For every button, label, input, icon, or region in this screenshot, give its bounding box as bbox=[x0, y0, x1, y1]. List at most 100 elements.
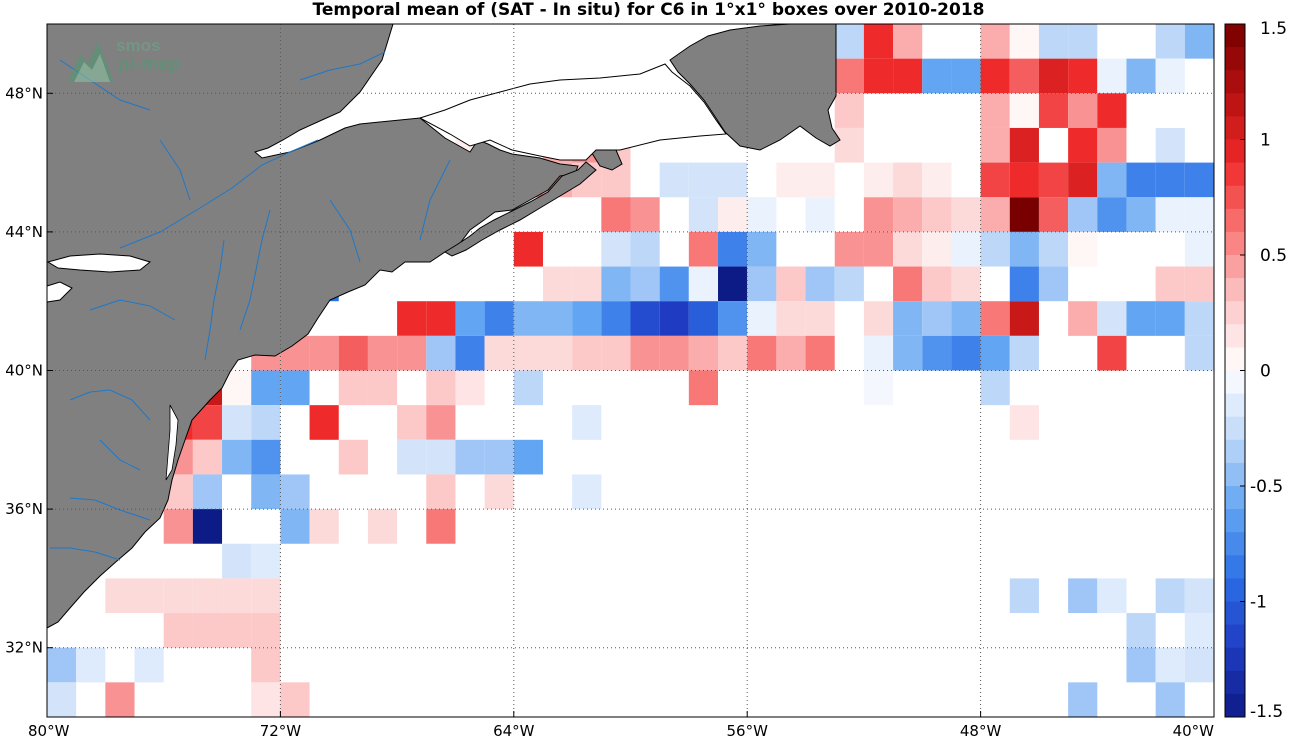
heatmap-cell bbox=[105, 578, 135, 614]
heatmap-cell bbox=[805, 162, 835, 198]
heatmap-cell bbox=[776, 335, 806, 371]
heatmap-cell bbox=[367, 370, 398, 406]
heatmap-cell bbox=[863, 24, 894, 59]
heatmap-cell bbox=[192, 474, 223, 510]
heatmap-cell bbox=[630, 301, 660, 336]
river-k bbox=[99, 439, 141, 471]
land-newfoundland bbox=[669, 23, 841, 151]
colorbar-tick-label: -0.5 bbox=[1250, 477, 1283, 497]
heatmap-cell bbox=[951, 197, 981, 232]
heatmap-cell bbox=[397, 405, 427, 440]
heatmap-cell bbox=[251, 439, 281, 475]
heatmap-cell bbox=[863, 370, 894, 406]
heatmap-cell bbox=[513, 335, 543, 371]
heatmap-cell bbox=[863, 301, 894, 336]
heatmap-cell bbox=[1068, 162, 1098, 198]
heatmap-cell bbox=[659, 335, 689, 371]
heatmap-cell bbox=[338, 370, 368, 406]
river-g bbox=[159, 139, 191, 201]
heatmap-cell bbox=[367, 335, 398, 371]
heatmap-cell bbox=[222, 405, 252, 440]
heatmap-cell bbox=[1126, 301, 1156, 336]
heatmap-cell bbox=[747, 197, 777, 232]
heatmap-cell bbox=[47, 682, 77, 717]
colorbar-segment bbox=[1225, 439, 1245, 464]
heatmap-cell bbox=[922, 335, 952, 371]
heatmap-cell bbox=[863, 231, 894, 267]
land-mainland bbox=[46, 23, 579, 629]
heatmap-cell bbox=[893, 335, 923, 371]
river-h bbox=[89, 299, 176, 321]
heatmap-cell bbox=[280, 370, 310, 406]
heatmap-cell bbox=[863, 197, 894, 232]
heatmap-cell bbox=[1184, 301, 1214, 336]
heatmap-cell bbox=[1097, 301, 1127, 336]
heatmap-cell bbox=[747, 231, 777, 267]
river-a bbox=[239, 209, 271, 331]
colorbar-tick-label: 0.5 bbox=[1260, 246, 1287, 266]
heatmap-cell bbox=[1126, 58, 1156, 94]
heatmap-cell bbox=[1038, 24, 1069, 59]
heatmap-cell bbox=[1155, 162, 1185, 198]
heatmap-cell bbox=[251, 647, 281, 683]
heatmap-cell bbox=[834, 266, 864, 302]
heatmap-cell bbox=[893, 162, 923, 198]
heatmap-cell bbox=[280, 509, 310, 544]
heatmap-cell bbox=[572, 405, 602, 440]
heatmap-cell bbox=[1184, 231, 1214, 267]
heatmap-cell bbox=[572, 301, 602, 336]
heatmap-cell bbox=[542, 301, 573, 336]
heatmap-cell bbox=[747, 301, 777, 336]
heatmap-cell bbox=[1038, 231, 1069, 267]
y-tick-label: 40°N bbox=[5, 362, 43, 380]
heatmap-cell bbox=[484, 301, 514, 336]
colorbar-segment bbox=[1225, 231, 1245, 256]
heatmap-cell bbox=[134, 578, 164, 614]
heatmap-cell bbox=[747, 335, 777, 371]
heatmap-cell bbox=[776, 301, 806, 336]
heatmap-cell bbox=[630, 197, 660, 232]
river-e bbox=[299, 51, 386, 81]
heatmap-cell bbox=[980, 197, 1010, 232]
colorbar-segment bbox=[1225, 70, 1245, 94]
heatmap-cell bbox=[922, 301, 952, 336]
heatmap-cell bbox=[630, 231, 660, 267]
heatmap-cell bbox=[1068, 127, 1098, 163]
logo-mountain-icon bbox=[68, 42, 114, 82]
heatmap-cell bbox=[776, 162, 806, 198]
y-tick-labels: 48°N 44°N 40°N 36°N 32°N bbox=[5, 84, 53, 657]
gridlines bbox=[47, 24, 1214, 717]
heatmap-cell bbox=[601, 301, 631, 336]
heatmap-cell bbox=[572, 335, 602, 371]
heatmap-cell bbox=[688, 197, 719, 232]
heatmap-cell bbox=[251, 474, 281, 510]
colorbar-segment bbox=[1225, 647, 1245, 672]
heatmap-cell bbox=[163, 509, 193, 544]
colorbar-segment bbox=[1225, 208, 1245, 233]
colorbar-segment bbox=[1225, 532, 1245, 556]
heatmap-cell bbox=[659, 162, 689, 198]
heatmap-cell bbox=[1155, 266, 1185, 302]
x-tick-label: 64°W bbox=[493, 722, 535, 738]
colorbar-tick-label: 1.5 bbox=[1260, 19, 1287, 39]
heatmap-cell bbox=[1009, 93, 1039, 128]
heatmap-cell bbox=[1155, 301, 1185, 336]
heatmap-cell bbox=[513, 301, 543, 336]
heatmap-cell bbox=[1126, 613, 1156, 648]
heatmap-cell bbox=[484, 474, 514, 510]
logo-text-smos: smos bbox=[116, 36, 161, 55]
heatmap-cell bbox=[776, 266, 806, 302]
heatmap-cell bbox=[1097, 127, 1127, 163]
heatmap-cell bbox=[251, 370, 281, 406]
heatmap-cell bbox=[601, 335, 631, 371]
heatmap-cell bbox=[805, 335, 835, 371]
heatmap-cell bbox=[338, 439, 368, 475]
heatmap-cell bbox=[105, 682, 135, 717]
x-tick-label: 72°W bbox=[260, 722, 302, 738]
heatmap-cell bbox=[572, 474, 602, 510]
heatmap-cell bbox=[1009, 405, 1039, 440]
colorbar-segment bbox=[1225, 324, 1245, 348]
smos-pi-mep-logo: smos pi-mep bbox=[66, 36, 196, 86]
x-tick-label: 40°W bbox=[1173, 722, 1215, 738]
